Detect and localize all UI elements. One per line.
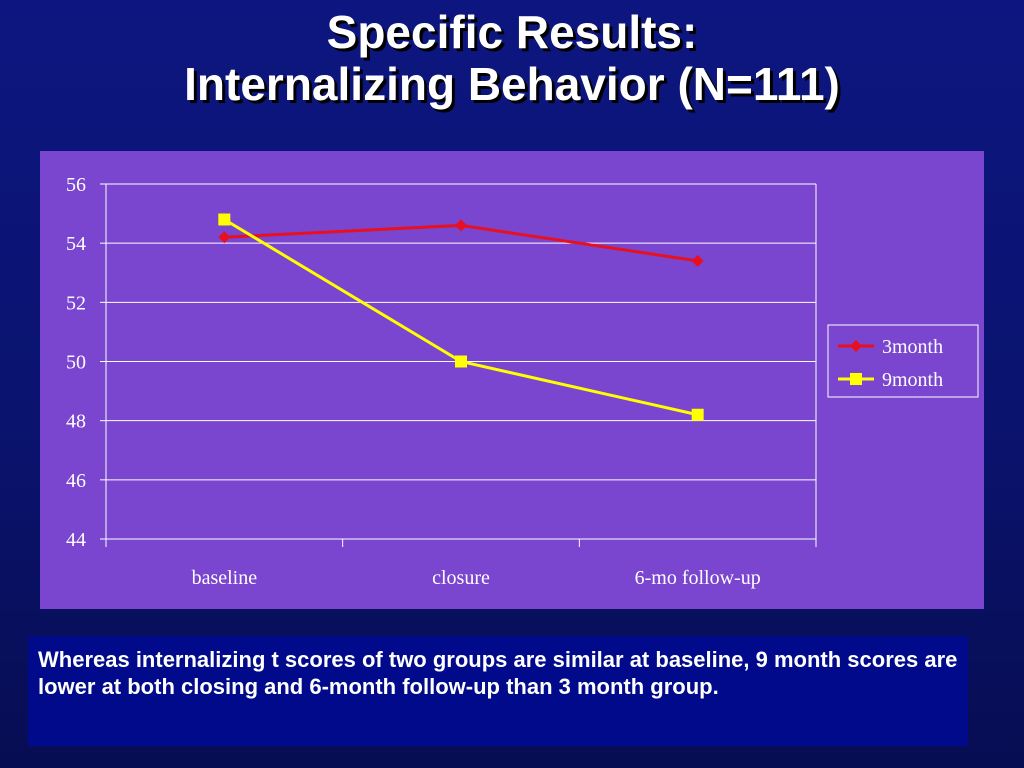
slide-title: Specific Results: Internalizing Behavior…: [0, 6, 1024, 110]
legend: 3month 9month: [827, 324, 979, 398]
x-tick-label: baseline: [192, 567, 258, 589]
title-line-1: Specific Results:: [326, 6, 698, 58]
y-tick-label: 56: [66, 174, 86, 196]
y-tick-label: 52: [66, 292, 86, 314]
y-tick-label: 50: [66, 352, 86, 374]
y-tick-label: 54: [66, 233, 86, 255]
square-marker: [850, 373, 862, 385]
square-marker: [455, 355, 467, 368]
caption-text: Whereas internalizing t scores of two gr…: [38, 647, 958, 699]
square-marker: [691, 408, 704, 421]
series-3month: [218, 219, 704, 267]
y-tick-label: 44: [66, 529, 86, 551]
y-tick-label: 46: [66, 470, 86, 492]
diamond-marker: [850, 340, 862, 352]
legend-box: [827, 324, 979, 398]
legend-label: 3month: [882, 336, 943, 358]
axes: 44 46 48 50 52 54 56 baseline closure 6-mo follow…: [66, 174, 817, 589]
title-line-2: Internalizing Behavior (N=111): [184, 58, 840, 110]
x-tick-label: closure: [432, 567, 490, 589]
legend-label: 9month: [882, 369, 943, 391]
diamond-marker: [218, 231, 231, 244]
series-layer: [218, 213, 704, 421]
diamond-marker: [691, 254, 704, 267]
y-tick-label: 48: [66, 411, 86, 433]
square-marker: [218, 213, 231, 226]
line-chart: 44 46 48 50 52 54 56 baseline closure 6-mo follow…: [66, 174, 979, 589]
chart-panel: 44 46 48 50 52 54 56 baseline closure 6-mo follow…: [40, 151, 984, 609]
series-9month: [218, 213, 704, 421]
caption-box: Whereas internalizing t scores of two gr…: [28, 636, 968, 746]
diamond-marker: [455, 219, 467, 232]
x-tick-label: 6-mo follow-up: [635, 567, 761, 589]
